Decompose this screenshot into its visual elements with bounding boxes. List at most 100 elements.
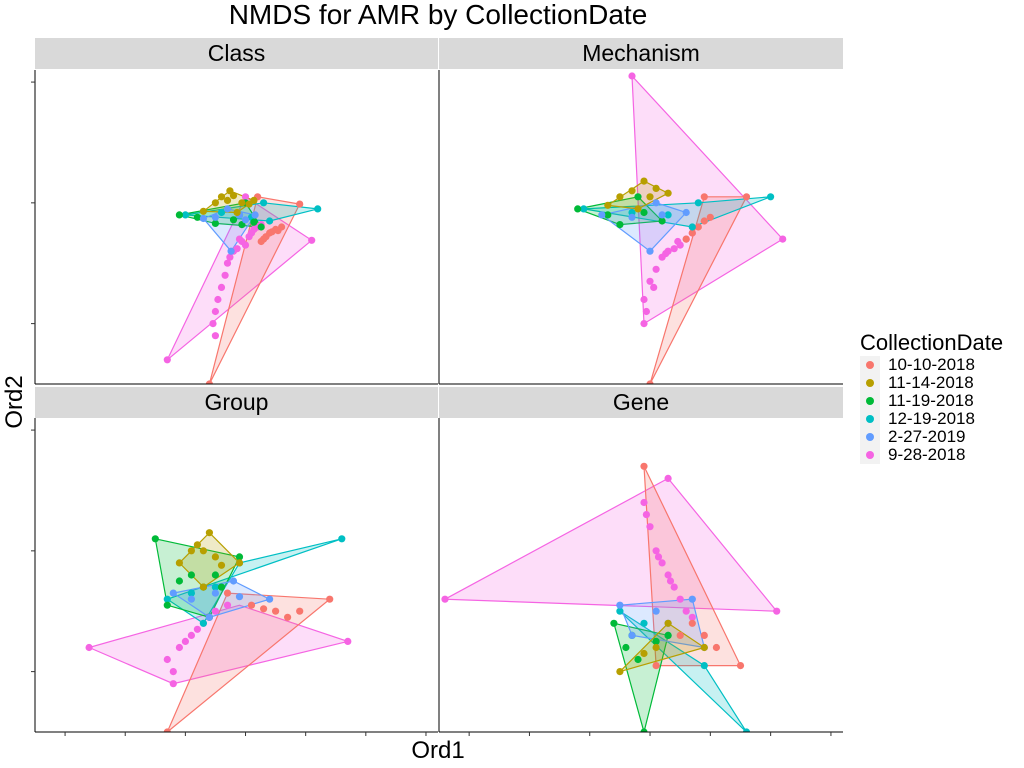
legend-item: 11-19-2018 [860,392,1020,410]
facet-panel-class: Class [31,38,438,385]
point-12-19-2018 [580,205,588,213]
point-9-28-2018 [241,193,250,201]
point-2-27-2019 [169,589,177,597]
point-11-14-2018 [646,193,654,201]
point-2-27-2019 [266,595,274,603]
point-11-14-2018 [235,559,244,567]
point-2-27-2019 [229,577,238,585]
point-10-10-2018 [688,619,696,627]
point-10-10-2018 [694,223,702,231]
facet-strip-label: Mechanism [582,40,700,66]
point-12-19-2018 [314,205,322,213]
point-11-19-2018 [610,619,618,627]
point-9-28-2018 [640,498,648,507]
point-9-28-2018 [250,225,258,233]
point-10-10-2018 [688,229,696,237]
point-11-14-2018 [229,192,238,200]
point-9-28-2018 [670,245,678,253]
point-9-28-2018 [650,283,658,291]
legend-item: 9-28-2018 [860,446,1020,464]
point-10-10-2018 [700,631,708,640]
point-9-28-2018 [642,510,651,519]
point-11-14-2018 [616,668,624,676]
point-11-19-2018 [211,571,219,579]
panel-plot-area [163,187,322,384]
point-9-28-2018 [238,237,246,246]
point-11-19-2018 [616,221,624,229]
point-2-27-2019 [682,208,690,217]
point-2-27-2019 [199,214,207,223]
legend-swatch [860,392,880,410]
point-10-10-2018 [205,380,213,384]
point-9-28-2018 [666,577,675,585]
point-11-14-2018 [175,559,183,567]
point-11-14-2018 [223,196,232,204]
point-10-10-2018 [257,237,265,246]
point-2-27-2019 [646,247,654,255]
x-axis-label: Ord1 [411,737,464,764]
point-9-28-2018 [652,547,660,555]
panel-background [439,70,843,384]
point-11-14-2018 [640,177,648,185]
point-9-28-2018 [664,571,672,579]
legend-dot [866,433,874,441]
point-10-10-2018 [296,200,304,208]
point-9-28-2018 [652,265,660,273]
point-9-28-2018 [642,307,651,316]
point-11-19-2018 [640,208,648,217]
legend-swatch [860,428,880,446]
panel-background [35,70,438,384]
point-9-28-2018 [773,607,781,615]
point-10-10-2018 [676,631,684,640]
point-9-28-2018 [233,245,241,253]
point-11-19-2018 [163,601,171,609]
point-9-28-2018 [658,559,666,567]
point-11-19-2018 [235,553,244,561]
point-12-19-2018 [199,619,207,627]
point-10-10-2018 [646,380,654,384]
point-2-27-2019 [652,199,660,207]
point-11-14-2018 [628,187,636,195]
point-12-19-2018 [688,223,696,231]
point-9-28-2018 [163,655,171,664]
point-11-14-2018 [211,199,219,207]
point-11-19-2018 [175,211,183,219]
point-11-14-2018 [233,208,241,217]
point-11-14-2018 [238,199,246,207]
legend-item: 2-27-2019 [860,428,1020,446]
point-9-28-2018 [688,613,696,621]
panel-plot-area [441,462,781,732]
point-11-14-2018 [616,193,624,201]
panel-plot-area [574,72,787,384]
point-11-14-2018 [640,649,648,658]
point-9-28-2018 [85,643,93,652]
point-9-28-2018 [779,235,787,243]
point-2-27-2019 [628,213,636,221]
hull-10-10-2018 [643,466,742,667]
point-9-28-2018 [670,583,678,591]
legend-item: 12-19-2018 [860,410,1020,428]
point-9-28-2018 [682,607,690,615]
point-11-19-2018 [250,218,258,226]
point-2-27-2019 [211,589,219,597]
point-10-10-2018 [163,728,171,732]
point-11-19-2018 [640,728,648,732]
legend-dot [866,451,874,459]
point-11-19-2018 [217,583,226,591]
point-9-28-2018 [308,236,316,244]
point-9-28-2018 [646,277,654,285]
point-10-10-2018 [640,462,648,470]
point-12-19-2018 [211,583,219,591]
point-11-19-2018 [664,631,672,640]
point-9-28-2018 [654,553,663,561]
point-11-19-2018 [175,577,183,585]
point-11-19-2018 [257,223,265,231]
point-11-14-2018 [217,193,226,201]
point-10-10-2018 [326,595,334,603]
facet-strip [439,38,843,69]
point-9-28-2018 [187,631,195,640]
point-10-10-2018 [262,233,270,241]
point-10-10-2018 [700,217,708,225]
legend-label: 2-27-2019 [888,427,966,446]
